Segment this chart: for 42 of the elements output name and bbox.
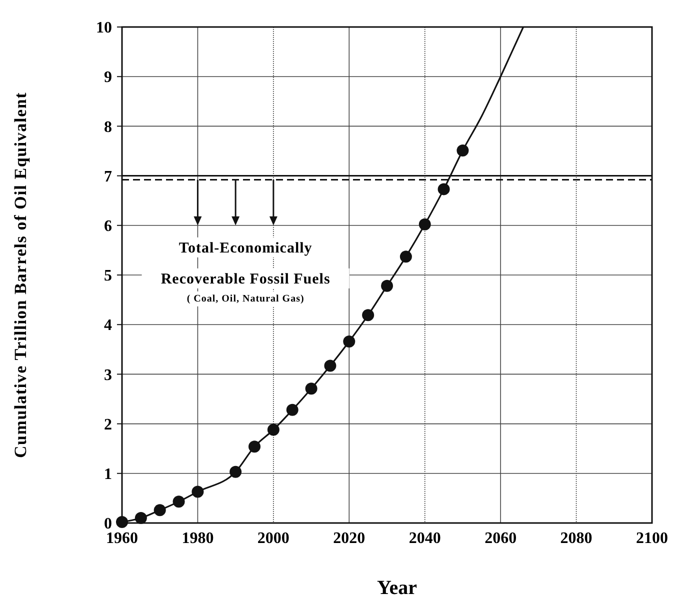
point bbox=[362, 309, 374, 322]
point bbox=[381, 280, 393, 292]
y-tick-label: 0 bbox=[104, 516, 112, 533]
y-tick-label: 7 bbox=[104, 168, 112, 186]
point bbox=[154, 504, 166, 516]
y-axis-title: Cumulative Trillion Barrels of Oil Equivalent bbox=[11, 92, 30, 458]
y-tick-label: 1 bbox=[104, 466, 112, 483]
y-tick-label: 2 bbox=[104, 416, 112, 434]
point bbox=[286, 404, 298, 416]
y-tick-label: 10 bbox=[96, 20, 112, 37]
point bbox=[267, 424, 280, 436]
x-tick-label: 2020 bbox=[333, 530, 366, 547]
y-tick-label: 6 bbox=[104, 218, 112, 235]
x-tick-label: 1980 bbox=[182, 530, 214, 547]
point bbox=[116, 516, 128, 528]
point bbox=[324, 360, 336, 372]
y-tick-label: 9 bbox=[104, 69, 112, 86]
x-axis-title: Year bbox=[377, 577, 418, 599]
point bbox=[230, 466, 242, 478]
point bbox=[172, 496, 185, 508]
point bbox=[343, 335, 356, 348]
y-tick-label: 8 bbox=[104, 118, 112, 136]
annotation: Recoverable Fossil Fuels bbox=[160, 271, 330, 288]
y-tick-label: 5 bbox=[104, 268, 112, 285]
x-tick-label: 2080 bbox=[560, 530, 592, 547]
x-tick-label: 2060 bbox=[484, 530, 517, 547]
point bbox=[456, 144, 469, 157]
point bbox=[192, 486, 204, 498]
point bbox=[248, 440, 260, 453]
point bbox=[134, 512, 147, 524]
y-tick-label: 3 bbox=[104, 366, 112, 384]
annotation: ( Coal, Oil, Natural Gas) bbox=[186, 293, 304, 304]
x-tick-label: 2040 bbox=[408, 530, 441, 547]
point bbox=[305, 382, 318, 395]
x-tick-label: 2000 bbox=[257, 530, 290, 547]
point bbox=[438, 183, 450, 196]
x-tick-label: 2100 bbox=[636, 530, 668, 547]
x-tick-label: 1960 bbox=[106, 530, 138, 547]
annotation: Total-Economically bbox=[178, 240, 312, 256]
y-tick-label: 4 bbox=[104, 317, 112, 334]
point bbox=[418, 218, 431, 230]
point bbox=[400, 250, 412, 263]
